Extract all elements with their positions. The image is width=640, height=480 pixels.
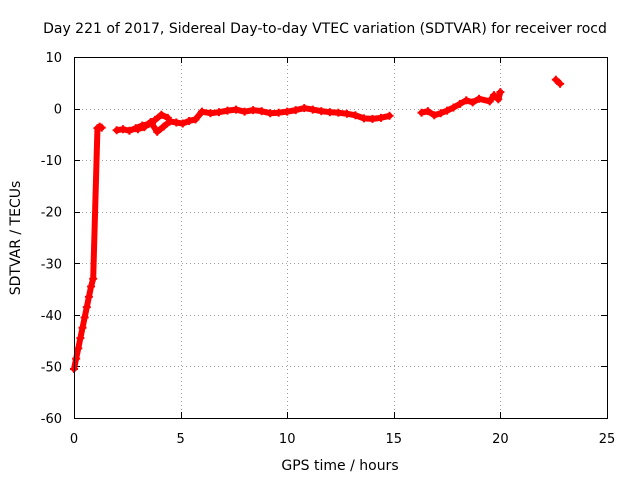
data-point bbox=[385, 111, 394, 120]
data-point bbox=[556, 79, 565, 88]
data-point bbox=[97, 123, 106, 132]
x-tick-label: 15 bbox=[386, 432, 403, 447]
x-tick-label: 10 bbox=[279, 432, 296, 447]
x-axis-label: GPS time / hours bbox=[281, 458, 398, 474]
y-tick-label: -20 bbox=[41, 206, 62, 221]
y-tick-label: 10 bbox=[45, 51, 62, 66]
y-tick-label: -10 bbox=[41, 154, 62, 169]
chart-title: Day 221 of 2017, Sidereal Day-to-day VTE… bbox=[43, 21, 607, 37]
y-tick-label: 0 bbox=[54, 103, 62, 118]
y-axis-label: SDTVAR / TECUs bbox=[8, 181, 24, 296]
axis-ticks: 0 5 10 15 20 25 10 0 -10 -20 -30 -40 -50 -60 bbox=[41, 51, 616, 447]
y-tick-label: -50 bbox=[41, 360, 62, 375]
y-tick-label: -40 bbox=[41, 309, 62, 324]
data-trail bbox=[90, 125, 101, 282]
y-tick-label: -30 bbox=[41, 257, 62, 272]
plot-frame bbox=[74, 57, 608, 419]
grid-lines bbox=[74, 57, 607, 418]
data-point bbox=[496, 88, 505, 97]
y-tick-label: -60 bbox=[41, 412, 62, 427]
data-points bbox=[70, 75, 565, 374]
x-tick-label: 25 bbox=[599, 432, 616, 447]
x-tick-label: 0 bbox=[70, 432, 78, 447]
x-tick-label: 5 bbox=[176, 432, 184, 447]
x-tick-label: 20 bbox=[492, 432, 509, 447]
